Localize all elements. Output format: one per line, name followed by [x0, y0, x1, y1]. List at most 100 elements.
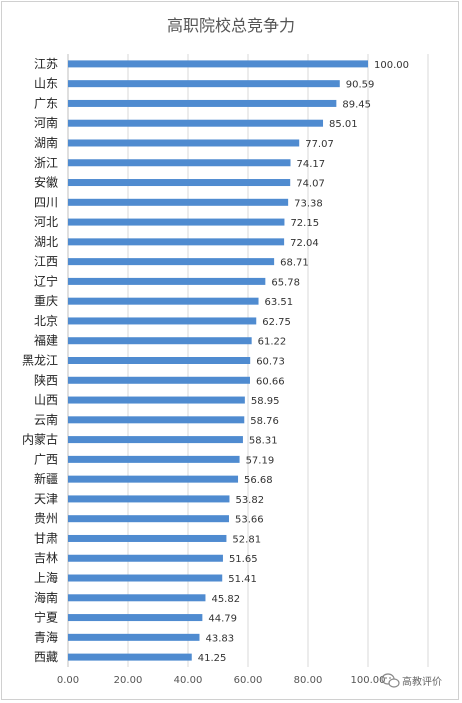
value-label: 61.22 — [258, 337, 287, 348]
bar — [68, 198, 289, 206]
bar — [68, 633, 200, 641]
value-label: 73.38 — [294, 198, 323, 209]
category-label: 海南 — [34, 590, 58, 605]
bar — [68, 554, 223, 562]
value-label: 62.75 — [262, 317, 291, 328]
value-label: 65.78 — [271, 277, 300, 288]
category-label: 山东 — [34, 77, 58, 91]
value-label: 41.25 — [198, 653, 227, 664]
category-label: 内蒙古 — [22, 432, 58, 447]
value-label: 60.73 — [256, 357, 285, 368]
bar — [68, 337, 252, 345]
category-label: 河北 — [34, 215, 58, 229]
bar — [68, 376, 250, 384]
value-label: 56.68 — [244, 475, 273, 486]
category-label: 黑龙江 — [22, 354, 58, 368]
category-label: 天津 — [34, 492, 58, 506]
bar — [68, 653, 192, 661]
bar — [68, 258, 275, 266]
value-label: 85.01 — [329, 119, 358, 130]
value-label: 89.45 — [342, 99, 371, 110]
category-label: 湖南 — [34, 135, 58, 150]
category-label: 江苏 — [34, 57, 58, 71]
bar — [68, 455, 240, 463]
value-label: 72.04 — [290, 238, 319, 249]
value-label: 51.41 — [228, 574, 257, 585]
bar — [68, 357, 251, 364]
category-label: 江西 — [34, 255, 58, 269]
bar — [68, 475, 239, 483]
value-label: 74.17 — [297, 159, 326, 170]
category-label: 安徽 — [34, 175, 58, 190]
bar — [68, 297, 259, 305]
bar — [68, 60, 368, 68]
value-label: 74.07 — [296, 179, 325, 190]
value-label: 58.76 — [250, 416, 279, 427]
category-label: 吉林 — [34, 551, 58, 565]
x-tick-label: 80.00 — [294, 675, 323, 686]
x-tick-label: 60.00 — [234, 675, 263, 686]
watermark: 高教评价 — [381, 673, 442, 688]
category-label: 四川 — [34, 195, 58, 209]
bar — [68, 614, 203, 622]
value-label: 72.15 — [290, 218, 319, 229]
category-label: 辽宁 — [34, 273, 58, 288]
bar — [68, 515, 229, 523]
value-label: 60.66 — [256, 376, 285, 387]
bar — [68, 159, 291, 167]
x-axis-ticks: 0.00 20.00 40.00 60.00 80.00 100.00 — [57, 675, 386, 686]
bar — [68, 99, 337, 107]
value-label: 44.79 — [208, 614, 237, 625]
x-tick-label: 40.00 — [174, 675, 203, 686]
category-label: 甘肃 — [34, 531, 58, 545]
bar — [68, 495, 230, 503]
bar — [68, 574, 223, 582]
category-label: 北京 — [34, 314, 58, 328]
x-tick-label: 20.00 — [114, 675, 143, 686]
category-label: 新疆 — [34, 471, 58, 486]
bar — [68, 238, 285, 246]
bar — [68, 179, 291, 187]
category-label: 陕西 — [34, 372, 58, 387]
value-label: 43.83 — [205, 633, 234, 644]
category-label: 宁夏 — [34, 610, 58, 625]
value-label: 90.59 — [346, 80, 375, 91]
category-label: 贵州 — [34, 512, 58, 526]
category-label: 上海 — [34, 570, 58, 585]
bar — [68, 436, 243, 444]
value-label: 63.51 — [265, 297, 294, 308]
bars — [68, 60, 368, 661]
value-label: 77.07 — [305, 139, 334, 150]
x-tick-label: 0.00 — [57, 675, 79, 686]
category-label: 福建 — [34, 333, 58, 348]
value-label: 45.82 — [211, 594, 240, 605]
value-label: 58.31 — [249, 436, 278, 447]
category-labels: 江苏山东广东河南湖南浙江安徽四川河北湖北江西辽宁重庆北京福建黑龙江陕西山西云南内… — [22, 57, 58, 664]
value-label: 57.19 — [246, 455, 275, 466]
category-label: 山西 — [34, 393, 58, 407]
bar — [68, 594, 206, 602]
chart-title: 高职院校总竞争力 — [167, 16, 295, 35]
category-label: 云南 — [34, 412, 58, 427]
value-label: 52.81 — [232, 534, 261, 545]
category-label: 广西 — [34, 452, 58, 466]
bar — [68, 534, 227, 542]
value-label: 100.00 — [374, 60, 409, 71]
value-label: 68.71 — [280, 258, 309, 269]
category-label: 河南 — [34, 115, 58, 130]
bar — [68, 416, 245, 424]
bar — [68, 277, 266, 285]
value-label: 53.66 — [235, 515, 264, 526]
category-label: 重庆 — [34, 294, 58, 308]
category-label: 西藏 — [34, 650, 58, 664]
watermark-text: 高教评价 — [402, 675, 442, 688]
value-labels: 100.00 90.59 89.45 85.01 77.07 74.17 74.07 73.3… — [198, 60, 409, 664]
wechat-icon — [381, 673, 400, 688]
bar — [68, 396, 245, 404]
category-label: 湖北 — [34, 234, 58, 249]
value-label: 51.65 — [229, 554, 258, 565]
value-label: 53.82 — [235, 495, 264, 506]
value-label: 58.95 — [251, 396, 280, 407]
